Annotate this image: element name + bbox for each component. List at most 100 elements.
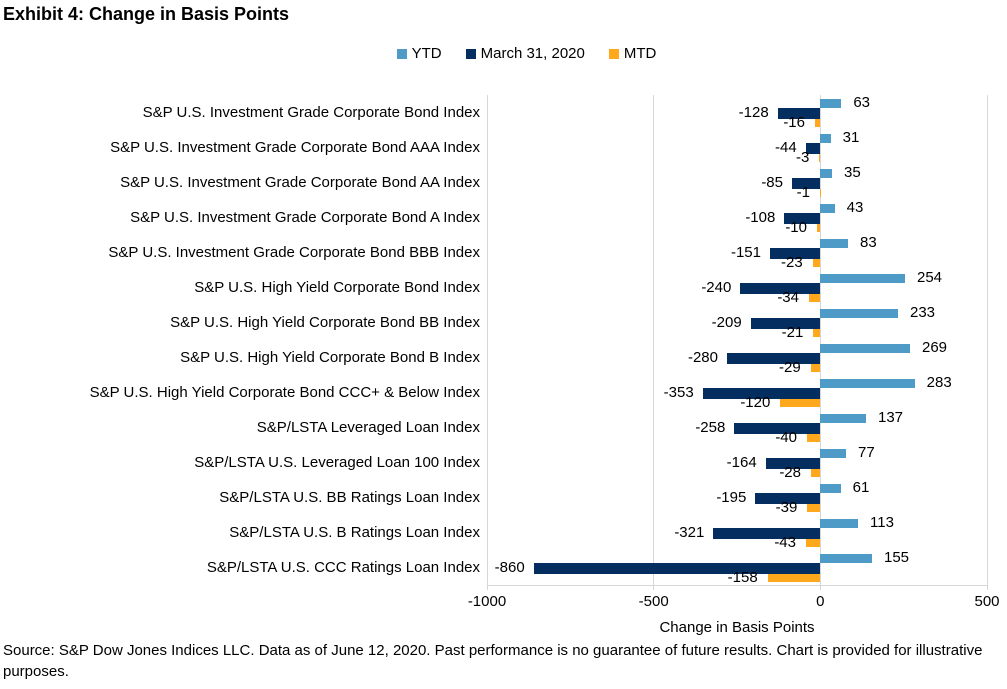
- value-label: -164: [726, 454, 757, 471]
- bar-march-31-2020: [727, 353, 821, 364]
- value-label: -23: [780, 254, 803, 271]
- category-label: S&P/LSTA Leveraged Loan Index: [256, 419, 480, 436]
- legend-item-1: March 31, 2020: [465, 45, 585, 62]
- value-label: -120: [740, 394, 771, 411]
- value-label: -40: [775, 429, 797, 446]
- value-label: 269: [922, 339, 948, 356]
- value-label: 155: [884, 549, 910, 566]
- value-label: -353: [663, 384, 694, 401]
- gridline-0: [819, 95, 821, 585]
- value-label: -258: [695, 419, 726, 436]
- bar-mtd: [807, 504, 821, 512]
- bar-march-31-2020: [755, 493, 821, 504]
- bar-mtd: [817, 224, 821, 232]
- value-label: -108: [745, 209, 776, 226]
- value-label: -860: [494, 559, 525, 576]
- value-label: -151: [730, 244, 761, 261]
- bar-march-31-2020: [740, 283, 821, 294]
- category-label: S&P U.S. Investment Grade Corporate Bond…: [142, 104, 480, 121]
- bar-mtd: [815, 119, 821, 127]
- bar-mtd: [811, 469, 821, 477]
- value-label: -43: [774, 534, 796, 551]
- bar-march-31-2020: [770, 248, 821, 259]
- bar-ytd: [820, 239, 848, 248]
- value-label: -16: [783, 114, 805, 131]
- axis-tick--500: [653, 586, 655, 590]
- category-label: S&P U.S. Investment Grade Corporate Bond…: [108, 244, 480, 261]
- bar-ytd: [820, 169, 832, 178]
- bar-mtd: [820, 189, 821, 197]
- value-label: -34: [777, 289, 799, 306]
- gridline--500: [653, 95, 655, 585]
- category-label: S&P U.S. Investment Grade Corporate Bond…: [110, 139, 480, 156]
- bar-march-31-2020: [734, 423, 821, 434]
- bar-ytd: [820, 449, 846, 458]
- chart-title: Exhibit 4: Change in Basis Points: [3, 4, 290, 24]
- bar-ytd: [820, 99, 842, 108]
- bar-mtd: [807, 434, 821, 442]
- x-axis-line: [487, 585, 988, 586]
- value-label: 283: [926, 374, 952, 391]
- bar-ytd: [820, 134, 831, 143]
- category-label: S&P/LSTA U.S. Leveraged Loan 100 Index: [194, 454, 480, 471]
- gridline--1000: [486, 95, 488, 585]
- legend-item-2: MTD: [608, 45, 656, 62]
- value-label: -3: [796, 149, 810, 166]
- category-label: S&P/LSTA U.S. B Ratings Loan Index: [229, 524, 480, 541]
- bar-march-31-2020: [713, 528, 821, 539]
- bar-ytd: [820, 309, 898, 318]
- value-label: -128: [738, 104, 769, 121]
- legend-item-0: YTD: [396, 45, 442, 62]
- value-label: -10: [785, 219, 807, 236]
- bar-march-31-2020: [765, 458, 821, 469]
- bar-march-31-2020: [777, 108, 821, 119]
- value-label: -280: [687, 349, 718, 366]
- axis-tick-0: [819, 586, 821, 590]
- bar-march-31-2020: [784, 213, 821, 224]
- bar-mtd: [809, 294, 821, 302]
- category-label: S&P U.S. Investment Grade Corporate Bond…: [120, 174, 480, 191]
- x-axis-title: Change in Basis Points: [659, 619, 815, 636]
- legend-swatch-1: [465, 48, 476, 59]
- value-label: -85: [761, 174, 783, 191]
- value-label: 113: [870, 514, 894, 531]
- value-label: -1: [796, 184, 810, 201]
- value-label: 61: [852, 479, 870, 496]
- legend-label-0: YTD: [411, 45, 442, 62]
- value-label: 35: [844, 164, 861, 181]
- legend-label-1: March 31, 2020: [480, 45, 585, 62]
- value-label: -158: [727, 569, 758, 586]
- value-label: -39: [775, 499, 798, 516]
- value-label: -21: [781, 324, 804, 341]
- value-label: -195: [716, 489, 747, 506]
- gridline-500: [986, 95, 988, 585]
- value-label: 83: [860, 234, 877, 251]
- value-label: -209: [711, 314, 742, 331]
- bar-ytd: [820, 379, 915, 388]
- bar-march-31-2020: [533, 563, 821, 574]
- value-label: 77: [858, 444, 875, 461]
- category-label: S&P U.S. Investment Grade Corporate Bond…: [130, 209, 480, 226]
- legend: YTD March 31, 2020 MTD: [0, 45, 1007, 62]
- bar-march-31-2020: [702, 388, 821, 399]
- plot-area: 63 -128 -16 31 -44 -3 35 -85 -1 43 -108 -10 83 -151 -2…: [486, 95, 988, 586]
- bar-ytd: [820, 484, 841, 493]
- bar-mtd: [812, 259, 821, 267]
- value-label: 254: [917, 269, 943, 286]
- bar-ytd: [820, 344, 910, 353]
- category-label: S&P U.S. High Yield Corporate Bond CCC+ …: [89, 384, 480, 401]
- bar-march-31-2020: [805, 143, 821, 154]
- legend-swatch-2: [608, 48, 619, 59]
- axis-tick--1000: [486, 586, 488, 590]
- bar-march-31-2020: [750, 318, 821, 329]
- value-label: 233: [910, 304, 936, 321]
- axis-tick-500: [986, 586, 988, 590]
- category-label: S&P U.S. High Yield Corporate Bond B Ind…: [180, 349, 480, 366]
- bar-mtd: [806, 539, 821, 547]
- bar-mtd: [780, 399, 821, 407]
- legend-swatch-0: [396, 48, 407, 59]
- x-tick-label-500: 500: [974, 593, 1000, 610]
- bar-march-31-2020: [792, 178, 821, 189]
- bar-ytd: [820, 519, 858, 528]
- value-label: 43: [846, 199, 864, 216]
